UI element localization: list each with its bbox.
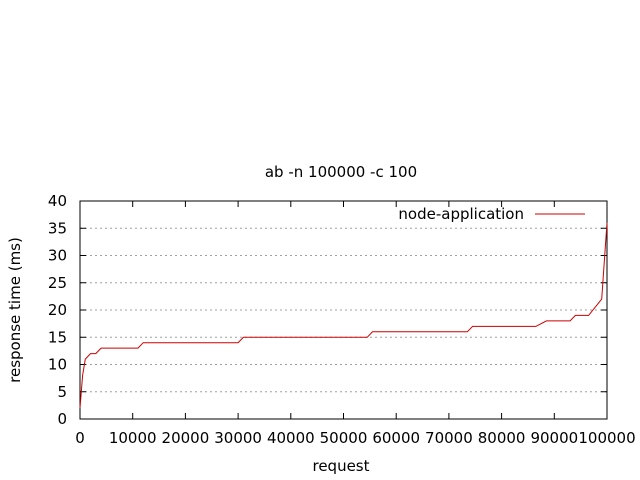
y-tick-label: 10 xyxy=(48,356,67,374)
x-tick-label: 20000 xyxy=(162,429,210,447)
y-tick-label: 35 xyxy=(48,219,67,237)
y-tick-label: 15 xyxy=(48,328,67,346)
axis-ticks xyxy=(79,200,608,420)
y-tick-label: 40 xyxy=(48,192,67,210)
x-tick-label: 80000 xyxy=(478,429,526,447)
legend: node-application xyxy=(398,205,585,223)
legend-entry-label: node-application xyxy=(398,205,524,223)
chart-title: ab -n 100000 -c 100 xyxy=(265,163,417,181)
x-tick-label: 60000 xyxy=(372,429,420,447)
x-tick-label: 10000 xyxy=(109,429,157,447)
y-tick-label: 5 xyxy=(57,383,67,401)
tick-labels: 0 5 10 15 20 25 30 35 40 0 10000 20000 30000 40000 500… xyxy=(48,192,636,447)
y-tick-label: 0 xyxy=(57,410,67,428)
x-tick-label: 30000 xyxy=(214,429,262,447)
x-tick-label: 50000 xyxy=(320,429,368,447)
y-tick-label: 25 xyxy=(48,274,67,292)
series-line-node-application xyxy=(79,222,608,409)
plot-frame xyxy=(79,200,608,420)
x-tick-label: 100000 xyxy=(578,429,635,447)
y-tick-label: 30 xyxy=(48,247,67,265)
x-tick-label: 70000 xyxy=(425,429,473,447)
series-layer xyxy=(79,222,608,409)
x-tick-label: 0 xyxy=(75,429,85,447)
x-axis-label: request xyxy=(312,457,369,475)
x-tick-label: 90000 xyxy=(530,429,578,447)
grid-lines xyxy=(80,227,607,393)
y-tick-label: 20 xyxy=(48,301,67,319)
y-axis-label: response time (ms) xyxy=(6,237,24,383)
x-tick-label: 40000 xyxy=(267,429,315,447)
